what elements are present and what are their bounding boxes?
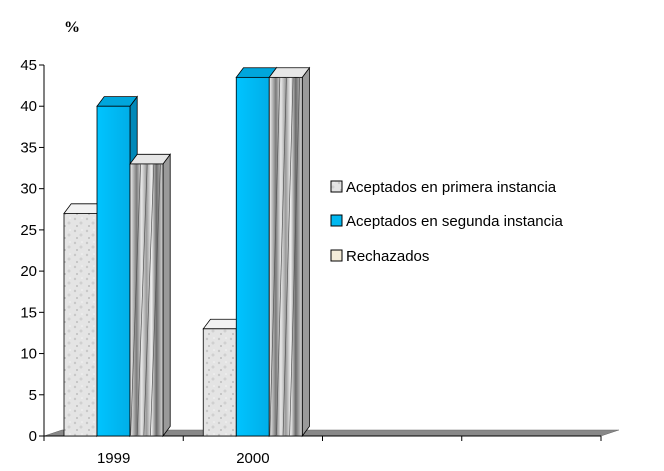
bar-side bbox=[301, 66, 310, 438]
y-tick-label: 10 bbox=[20, 346, 37, 363]
bar-top bbox=[129, 153, 171, 165]
y-tick-label: 35 bbox=[20, 139, 37, 156]
y-tick-label: 25 bbox=[20, 222, 37, 239]
legend-item-primera: Aceptados en primera instancia bbox=[330, 179, 557, 196]
legend-item-segunda: Aceptados en segunda instancia bbox=[330, 213, 563, 230]
legend: Aceptados en primera instancia Aceptados… bbox=[330, 179, 563, 265]
y-tick-label: 0 bbox=[29, 428, 37, 445]
bar-front bbox=[129, 163, 164, 437]
bar-top bbox=[268, 67, 311, 78]
bar-front bbox=[96, 105, 131, 437]
bar-front bbox=[202, 328, 237, 437]
bar-front bbox=[268, 76, 303, 437]
y-tick-label: 5 bbox=[29, 387, 37, 404]
legend-label-rechazados: Rechazados bbox=[346, 248, 429, 265]
x-category-label: 2000 bbox=[236, 450, 269, 466]
y-unit-label: % bbox=[64, 19, 80, 36]
bars bbox=[63, 66, 311, 438]
bar-front bbox=[63, 212, 98, 437]
bar-fold-line bbox=[269, 77, 281, 437]
axis-labels: 0 5 10 15 20 25 30 35 40 45 1999 2000 bbox=[20, 57, 269, 467]
bar-fold-line bbox=[276, 77, 287, 437]
bar-rechazados-1999 bbox=[129, 153, 171, 438]
y-tick-label: 30 bbox=[20, 181, 37, 198]
legend-label-primera: Aceptados en primera instancia bbox=[346, 179, 557, 196]
legend-swatch-segunda bbox=[330, 214, 343, 227]
legend-label-segunda: Aceptados en segunda instancia bbox=[346, 213, 563, 230]
x-category-label: 1999 bbox=[97, 450, 130, 466]
bar-fold-line bbox=[282, 77, 294, 437]
bar-fold-line bbox=[136, 163, 148, 437]
y-tick-label: 20 bbox=[20, 263, 37, 280]
legend-item-rechazados: Rechazados bbox=[330, 248, 429, 265]
bar-rechazados-2000 bbox=[268, 66, 311, 438]
axes bbox=[39, 64, 620, 441]
bar-top bbox=[96, 96, 138, 107]
bar-front bbox=[235, 76, 270, 437]
bar-fold-line bbox=[130, 163, 141, 437]
y-tick-label: 40 bbox=[20, 98, 37, 115]
y-tick-label: 15 bbox=[20, 304, 37, 321]
bar-fold-line bbox=[150, 163, 161, 437]
bar-fold-line bbox=[289, 77, 300, 437]
legend-swatch-rechazados bbox=[330, 249, 343, 262]
bar-fold-line bbox=[143, 163, 155, 437]
legend-swatch-primera bbox=[330, 180, 343, 193]
y-tick-label: 45 bbox=[20, 57, 37, 74]
bar-side bbox=[162, 153, 171, 438]
